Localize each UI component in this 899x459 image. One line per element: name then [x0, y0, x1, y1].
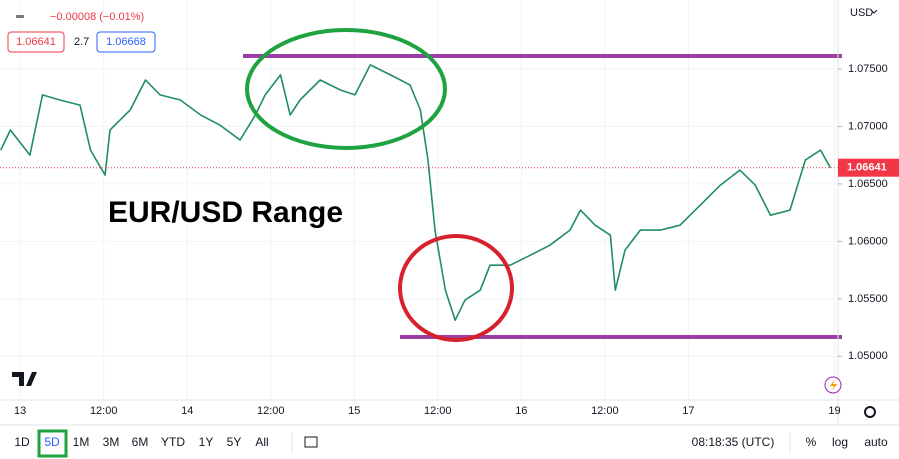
price-change: −0.00008 (−0.01%) [50, 11, 144, 23]
auto-toggle[interactable]: auto [864, 435, 888, 449]
currency-dropdown[interactable] [870, 9, 878, 14]
x-tick-label: 15 [348, 405, 360, 417]
range-button[interactable]: All [255, 435, 268, 449]
x-tick-label: 12:00 [257, 405, 285, 417]
chart-title: EUR/USD Range [108, 196, 343, 229]
plot [0, 64, 838, 321]
header-icon [16, 15, 24, 18]
range-button[interactable]: 1D [14, 435, 30, 449]
x-tick-label: 14 [181, 405, 193, 417]
bid-box[interactable] [7, 31, 65, 53]
x-tick-label: 19 [828, 405, 840, 417]
ask-price[interactable]: 1.06668 [106, 36, 146, 48]
y-tick-label: 1.07000 [848, 120, 888, 132]
range-button[interactable]: 3M [103, 435, 120, 449]
range-button[interactable]: 5Y [227, 435, 242, 449]
x-tick-label: 12:00 [90, 405, 118, 417]
range-button[interactable]: 1M [73, 435, 90, 449]
x-tick-label: 17 [682, 405, 694, 417]
ask-box[interactable] [96, 31, 156, 53]
clock: 08:18:35 (UTC) [692, 435, 775, 449]
y-tick-label: 1.05000 [848, 350, 888, 362]
range-top-circle [245, 28, 447, 150]
settings-icon[interactable] [864, 406, 876, 418]
currency-label[interactable]: USD [850, 7, 873, 19]
spread: 2.7 [74, 36, 89, 48]
range-bottom-circle [398, 234, 514, 342]
y-tick-label: 1.06000 [848, 235, 888, 247]
bid-price[interactable]: 1.06641 [16, 36, 56, 48]
y-tick-label: 1.07500 [848, 63, 888, 75]
date-range-icon[interactable] [304, 436, 318, 448]
logo[interactable] [12, 372, 37, 386]
active-range-highlight [37, 429, 68, 458]
last-price-box [838, 158, 899, 177]
y-tick-label: 1.05500 [848, 293, 888, 305]
x-tick-label: 12:00 [591, 405, 619, 417]
range-button[interactable]: 5D [44, 435, 60, 449]
y-tick-label: 1.06500 [848, 178, 888, 190]
percent-toggle[interactable]: % [806, 435, 817, 449]
range-button[interactable]: 6M [132, 435, 149, 449]
grid [0, 0, 838, 400]
price-line [0, 64, 832, 321]
alert-bolt [830, 379, 837, 391]
last-price-label: 1.06641 [847, 162, 887, 174]
log-toggle[interactable]: log [832, 435, 848, 449]
x-tick-label: 16 [515, 405, 527, 417]
x-tick-label: 13 [14, 405, 26, 417]
range-button[interactable]: 1Y [199, 435, 214, 449]
x-tick-label: 12:00 [424, 405, 452, 417]
range-button[interactable]: YTD [161, 435, 185, 449]
